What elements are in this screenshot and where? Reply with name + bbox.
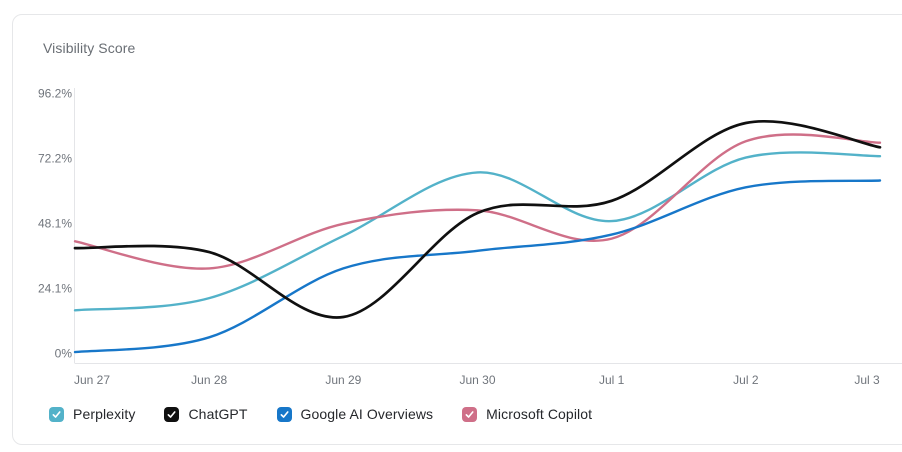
y-tick-label: 72.2% xyxy=(38,151,72,165)
visibility-score-card: Visibility Score Perplexity ChatGPT Goog… xyxy=(12,14,902,445)
x-tick-label: Jun 30 xyxy=(459,373,495,387)
card-title: Visibility Score xyxy=(43,40,136,56)
y-tick-label: 48.1% xyxy=(38,217,72,231)
y-tick-label: 0% xyxy=(55,347,73,361)
series-line-microsoft-copilot xyxy=(73,133,882,270)
checkbox-checked-icon[interactable] xyxy=(164,406,180,422)
x-tick-label: Jul 2 xyxy=(733,373,759,387)
x-tick-label: Jun 29 xyxy=(325,373,361,387)
legend-item-perplexity[interactable]: Perplexity xyxy=(49,406,135,422)
series-line-perplexity xyxy=(73,151,882,312)
legend-item-chatgpt[interactable]: ChatGPT xyxy=(164,406,247,422)
check-icon xyxy=(52,410,61,418)
x-tick-label: Jul 1 xyxy=(599,373,625,387)
series-line-google-ai-overviews xyxy=(73,179,882,354)
y-tick-label: 96.2% xyxy=(38,87,72,101)
chart-legend: Perplexity ChatGPT Google AI Overviews M… xyxy=(49,406,592,422)
check-icon xyxy=(465,410,474,418)
x-tick-label: Jun 27 xyxy=(74,373,110,387)
checkbox-checked-icon[interactable] xyxy=(49,406,64,422)
series-line-chatgpt xyxy=(73,120,882,319)
legend-label-chatgpt: ChatGPT xyxy=(188,406,248,422)
legend-item-google-ai-overviews[interactable]: Google AI Overviews xyxy=(276,406,434,422)
check-icon xyxy=(168,410,177,418)
x-tick-label: Jul 3 xyxy=(854,373,880,387)
checkbox-checked-icon[interactable] xyxy=(462,406,478,422)
checkbox-checked-icon[interactable] xyxy=(276,406,292,422)
x-tick-label: Jun 28 xyxy=(191,373,227,387)
legend-label-google-ai-overviews: Google AI Overviews xyxy=(300,406,434,422)
y-tick-label: 24.1% xyxy=(38,281,72,295)
legend-label-perplexity: Perplexity xyxy=(73,406,136,422)
check-icon xyxy=(280,410,289,418)
legend-item-microsoft-copilot[interactable]: Microsoft Copilot xyxy=(462,406,592,422)
legend-label-microsoft-copilot: Microsoft Copilot xyxy=(486,406,593,422)
